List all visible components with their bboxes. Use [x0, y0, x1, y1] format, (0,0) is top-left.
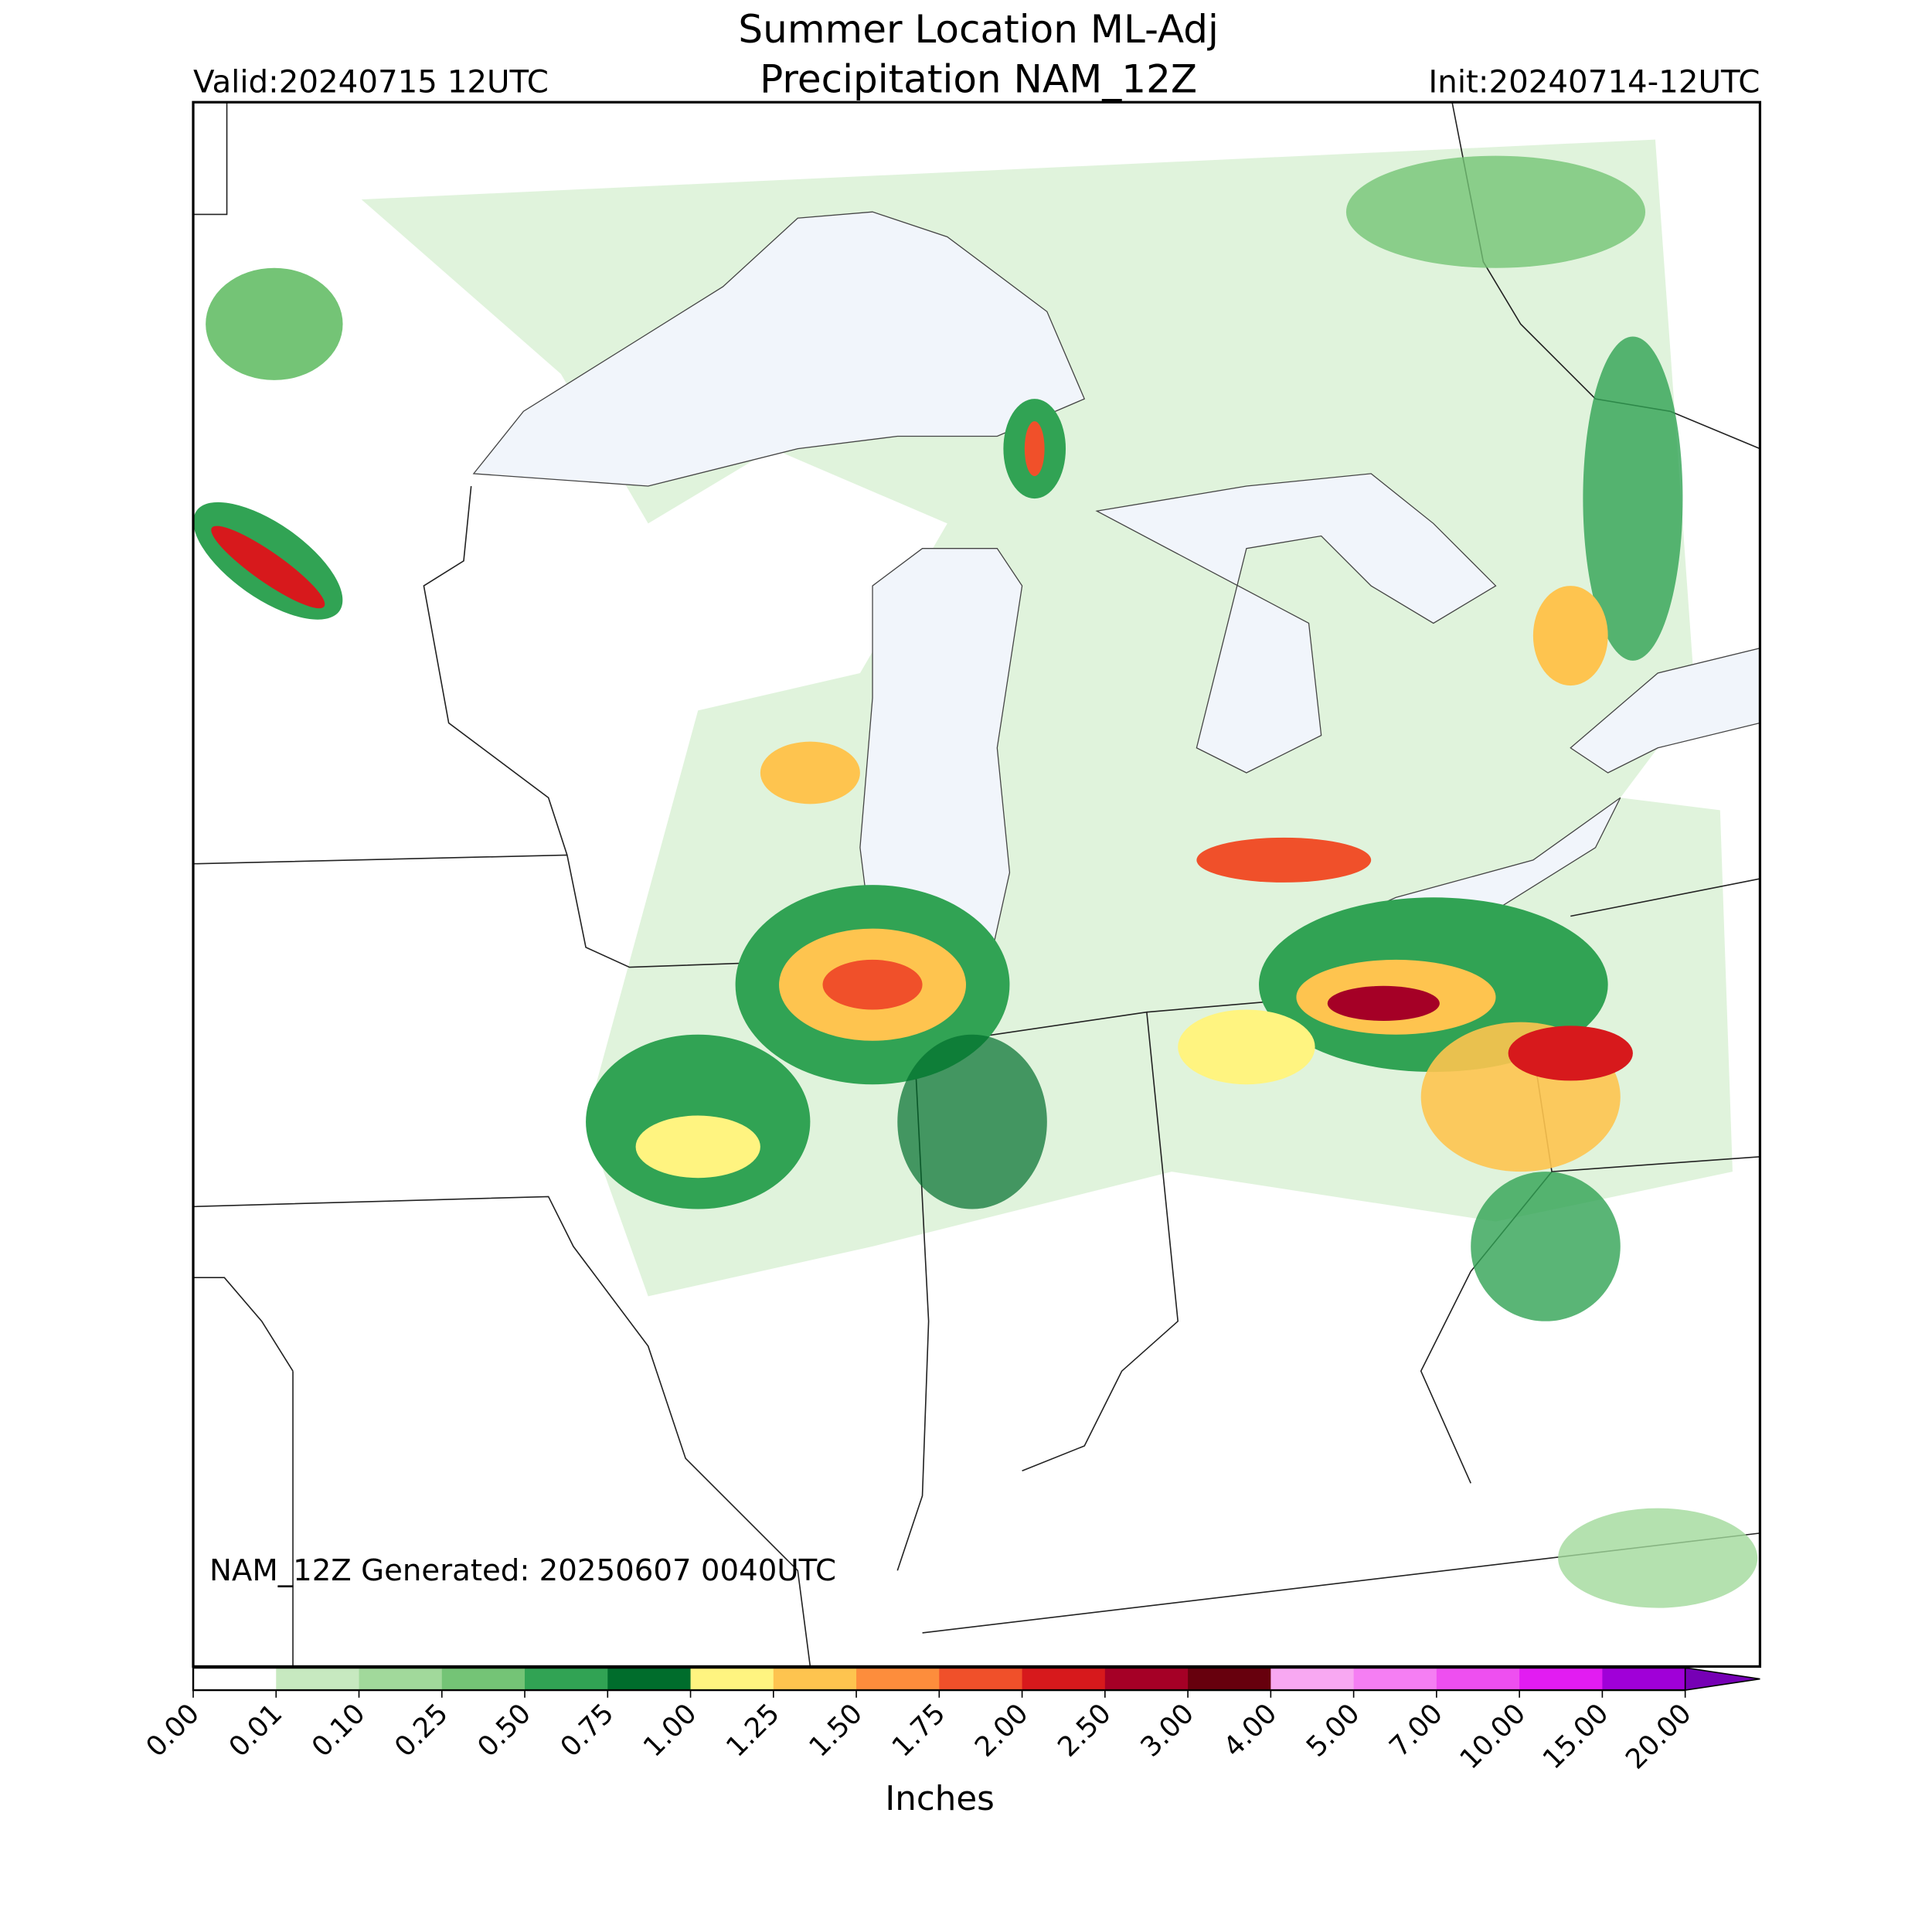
tick-label: 0.75 — [554, 1698, 620, 1764]
color-bin — [690, 1668, 774, 1691]
color-bin — [359, 1668, 443, 1691]
map — [192, 100, 1762, 1668]
tick-label: 7.00 — [1383, 1698, 1449, 1764]
title-line: Precipitation NAM_12Z — [760, 56, 1197, 101]
extend-arrow — [1684, 1667, 1760, 1692]
color-bin — [1353, 1668, 1437, 1691]
valid-time: Valid:20240715 12UTC — [193, 63, 549, 100]
init-time: Init:20240714-12UTC — [1428, 63, 1760, 100]
precipitation — [193, 155, 1758, 1608]
tick-label: 1.50 — [803, 1698, 869, 1764]
color-bin — [1022, 1668, 1106, 1691]
tick-label: 0.10 — [306, 1698, 372, 1764]
color-bin — [1270, 1668, 1355, 1691]
title-line: Summer Location ML-Adj — [738, 7, 1218, 52]
colorbar-label: Inches — [885, 1780, 994, 1818]
color-bin — [773, 1668, 857, 1691]
color-bin — [1188, 1668, 1272, 1691]
color-bin — [525, 1668, 609, 1691]
tick-label: 1.00 — [638, 1698, 703, 1764]
tick-label: 3.00 — [1134, 1698, 1200, 1764]
tick-label: 0.25 — [389, 1698, 454, 1764]
tick-label: 1.25 — [720, 1698, 786, 1764]
tick-label: 15.00 — [1537, 1698, 1615, 1776]
tick-label: 4.00 — [1218, 1698, 1284, 1764]
color-bin — [193, 1668, 277, 1691]
color-bin — [1602, 1668, 1686, 1691]
tick-label: 2.00 — [969, 1698, 1035, 1764]
tick-label: 2.50 — [1052, 1698, 1117, 1764]
color-bin — [607, 1668, 692, 1691]
color-bin — [441, 1668, 526, 1691]
color-bin — [276, 1668, 360, 1691]
tick-label: 0.00 — [140, 1698, 206, 1764]
tick-label: 0.01 — [223, 1698, 288, 1764]
generated-note: NAM_12Z Generated: 20250607 0040UTC — [209, 1553, 836, 1588]
tick-label: 10.00 — [1454, 1698, 1532, 1776]
color-bin — [1519, 1668, 1604, 1691]
tick-label: 5.00 — [1301, 1698, 1366, 1764]
tick-label: 1.75 — [886, 1698, 952, 1764]
colorbar: 0.00 0.01 0.10 0.25 0.50 0.75 1.00 1.25 1.50 1.75… — [140, 1666, 1760, 1776]
color-bin — [1436, 1668, 1520, 1691]
color-bin — [1104, 1668, 1189, 1691]
tick-label: 20.00 — [1620, 1698, 1698, 1776]
color-bin — [939, 1668, 1023, 1691]
color-bin — [856, 1668, 940, 1691]
tick-label: 0.50 — [471, 1698, 537, 1764]
